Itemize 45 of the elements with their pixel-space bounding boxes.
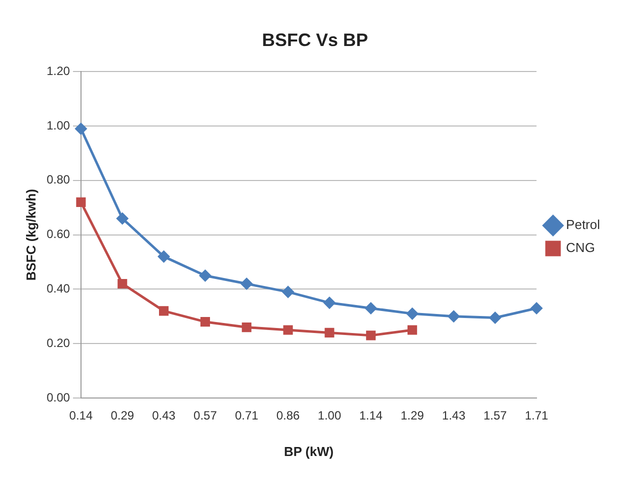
point	[366, 330, 376, 340]
chart-title: BSFC Vs BP	[262, 30, 368, 50]
point	[283, 325, 293, 335]
point	[406, 308, 418, 320]
y-tick-label: 0.20	[46, 336, 70, 350]
point	[116, 212, 128, 224]
x-tick-label: 0.43	[152, 408, 176, 423]
y-tick-label: 0.00	[46, 390, 70, 404]
point	[324, 328, 334, 338]
x-tick-label: 0.29	[110, 408, 134, 423]
x-tick-label: 0.71	[234, 408, 259, 423]
point	[282, 286, 294, 298]
x-tick-label: 1.43	[442, 408, 466, 423]
point	[158, 250, 170, 262]
point	[365, 302, 377, 314]
x-tick-label: 1.57	[483, 408, 508, 423]
y-axis-title: BSFC (kg/kwh)	[23, 188, 38, 281]
point	[242, 322, 252, 332]
y-tick-label: 0.80	[46, 172, 70, 187]
y-tick-label: 1.20	[46, 64, 70, 78]
x-tick-label: 1.14	[359, 408, 383, 423]
point	[76, 197, 86, 207]
point	[118, 278, 128, 289]
point	[200, 317, 210, 327]
point	[199, 270, 211, 282]
point	[324, 297, 336, 309]
y-tick-label: 0.60	[46, 227, 70, 242]
x-tick-label: 0.14	[69, 408, 93, 423]
point	[240, 278, 252, 290]
y-tick-label: 1.00	[46, 118, 70, 132]
legend-label: Petrol	[566, 217, 600, 232]
x-tick-label: 0.86	[276, 408, 300, 423]
x-tick-label: 0.57	[194, 408, 218, 423]
x-axis-title: BP (kW)	[284, 444, 334, 459]
legend-label: CNG	[566, 240, 595, 256]
point	[75, 122, 87, 134]
x-tick-label: 1.71	[524, 408, 549, 423]
x-tick-label: 1.00	[318, 408, 342, 423]
point	[448, 310, 460, 322]
point	[408, 325, 418, 335]
point	[530, 302, 542, 314]
x-tick-label: 1.29	[400, 408, 424, 423]
y-tick-label: 0.40	[46, 282, 70, 296]
point	[159, 306, 169, 316]
point	[489, 312, 501, 324]
